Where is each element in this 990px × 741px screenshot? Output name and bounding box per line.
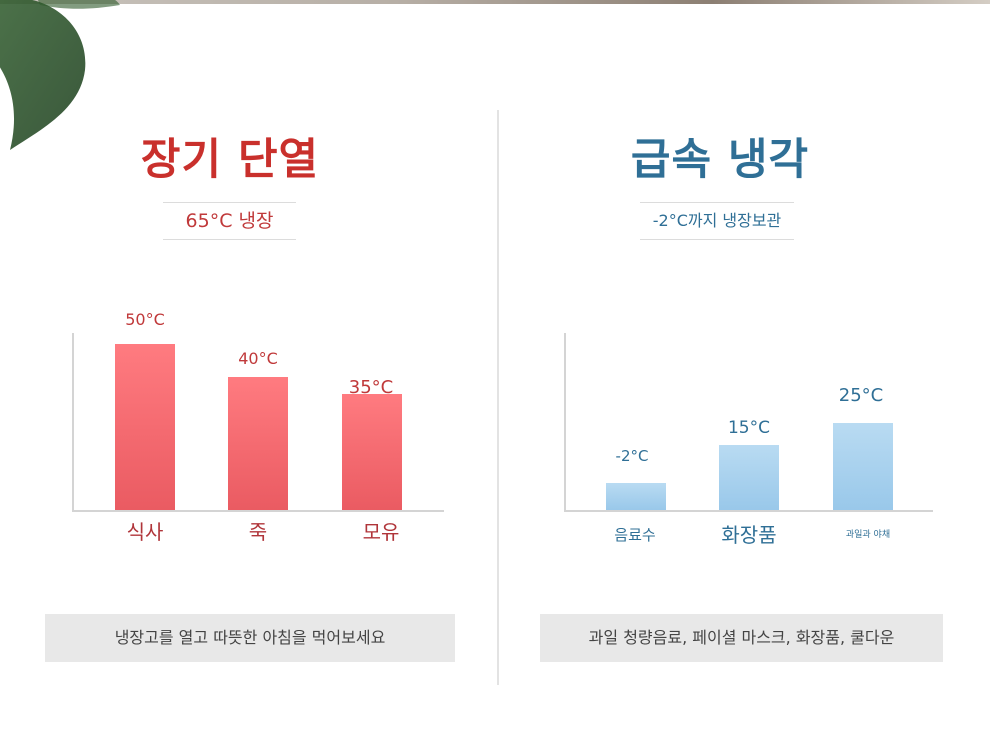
right-value-label: -2°C — [615, 447, 649, 465]
left-chart-x-axis — [72, 510, 444, 512]
leaf-decoration — [0, 0, 120, 150]
right-chart-x-axis — [564, 510, 933, 512]
top-banner-strip — [0, 0, 990, 4]
left-panel-title: 장기 단열 — [140, 135, 320, 185]
left-value-label: 50°C — [125, 310, 165, 329]
left-value-label: 35°C — [348, 377, 394, 398]
panel-divider — [497, 110, 499, 685]
left-bar — [342, 394, 402, 510]
right-value-label: 15°C — [727, 418, 770, 438]
left-bar — [115, 344, 175, 510]
right-bar — [606, 483, 666, 510]
right-panel-title: 급속 냉각 — [630, 135, 810, 185]
right-chart-y-axis — [564, 333, 566, 512]
right-caption: 과일 청량음료, 페이셜 마스크, 화장품, 쿨다운 — [540, 614, 943, 662]
right-category-label: 음료수 — [614, 526, 656, 544]
left-category-label: 죽 — [248, 520, 268, 544]
right-category-label: 화장품 — [721, 523, 777, 547]
left-category-label: 식사 — [126, 520, 164, 544]
right-panel-subtitle: -2°C까지 냉장보관 — [640, 202, 794, 240]
left-category-label: 모유 — [362, 520, 400, 544]
left-value-label: 40°C — [238, 349, 278, 368]
left-caption: 냉장고를 열고 따뜻한 아침을 먹어보세요 — [45, 614, 455, 662]
left-chart-y-axis — [72, 333, 74, 512]
right-bar — [719, 445, 779, 510]
left-panel-subtitle: 65°C 냉장 — [163, 202, 296, 240]
right-category-label: 과일과 야채 — [845, 530, 891, 540]
right-bar — [833, 423, 893, 510]
right-value-label: 25°C — [838, 385, 884, 406]
left-bar — [228, 377, 288, 510]
